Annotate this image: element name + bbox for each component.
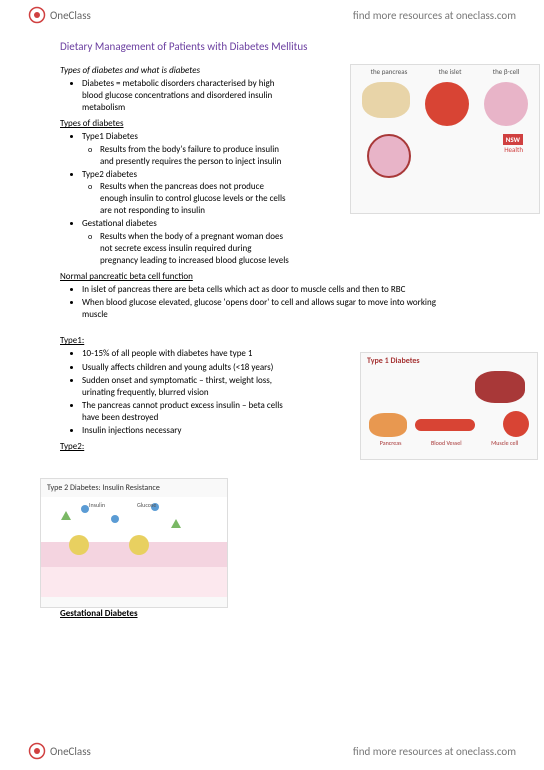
list-item: Gestational diabetes Results when the bo… (82, 218, 290, 267)
list-item: Insulin injections necessary (82, 425, 300, 437)
gest-label: Gestational diabetes (82, 218, 157, 229)
figure-label: Glucose (137, 501, 156, 509)
list-item: When blood glucose elevated, glucose 'op… (82, 297, 460, 321)
type1-list: 10-15% of all people with diabetes have … (60, 348, 300, 437)
figure-label: the β-cell (493, 67, 520, 76)
bcell-icon (484, 82, 528, 126)
figure-type1-diabetes: Type 1 Diabetes Pancreas Blood Vessel Mu… (360, 352, 538, 460)
sublist: Results when the pancreas does not produ… (82, 181, 290, 217)
list-item: Diabetes = metabolic disorders character… (82, 78, 290, 114)
figure-type2-resistance: Type 2 Diabetes: Insulin Resistance Insu… (40, 478, 228, 608)
type2-label: Type2 diabetes (82, 169, 137, 180)
list-item: Sudden onset and symptomatic – thirst, w… (82, 375, 300, 399)
heading-type1: Type1: (60, 335, 494, 346)
page-footer: OneClass find more resources at oneclass… (0, 736, 544, 766)
list-item: Results from the body's failure to produ… (100, 144, 290, 168)
figure-label: Blood Vessel (431, 439, 462, 447)
list-item: In islet of pancreas there are beta cell… (82, 284, 460, 296)
brand-logo: OneClass (28, 6, 91, 24)
heading-gestational: Gestational Diabetes (60, 608, 494, 619)
receptor-icon (129, 535, 149, 555)
nsw-badge: NSW (503, 134, 523, 145)
figure-label: the pancreas (371, 67, 408, 76)
list-item: Results when the pancreas does not produ… (100, 181, 290, 217)
page-header: OneClass find more resources at oneclass… (0, 0, 544, 30)
sublist: Results when the body of a pregnant woma… (82, 231, 290, 267)
health-label: Health (504, 145, 523, 154)
brand-logo: OneClass (28, 742, 91, 760)
logo-icon (28, 742, 46, 760)
list-item: Results when the body of a pregnant woma… (100, 231, 290, 267)
sublist: Results from the body's failure to produ… (82, 144, 290, 168)
normal-list: In islet of pancreas there are beta cell… (60, 284, 460, 321)
islet-icon (425, 82, 469, 126)
insulin-icon (171, 519, 181, 528)
blood-vessel-icon (415, 419, 475, 431)
figure-label: Muscle cell (491, 439, 518, 447)
brand-name: OneClass (50, 9, 91, 22)
types-list: Type1 Diabetes Results from the body's f… (60, 131, 290, 267)
glucose-icon (111, 515, 119, 523)
header-link[interactable]: find more resources at oneclass.com (353, 9, 516, 22)
pancreas-icon (369, 413, 407, 437)
liver-icon (475, 371, 525, 403)
figure-pancreas-islet: the pancreas the islet the β-cell NSW He… (350, 64, 540, 214)
figure-label: Pancreas (380, 439, 402, 447)
list-item: Usually affects children and young adult… (82, 362, 300, 374)
logo-icon (28, 6, 46, 24)
list-item: Type2 diabetes Results when the pancreas… (82, 169, 290, 218)
cell-icon (367, 134, 411, 178)
page-title: Dietary Management of Patients with Diab… (60, 40, 494, 53)
type1-label: Type1 Diabetes (82, 131, 138, 142)
list-item: 10-15% of all people with diabetes have … (82, 348, 300, 360)
intro-list: Diabetes = metabolic disorders character… (60, 78, 290, 114)
brand-name: OneClass (50, 745, 91, 758)
list-item: Type1 Diabetes Results from the body's f… (82, 131, 290, 167)
document-body: Dietary Management of Patients with Diab… (0, 30, 544, 619)
muscle-icon (503, 411, 529, 437)
receptor-icon (69, 535, 89, 555)
pancreas-icon (362, 82, 410, 118)
figure-title: Type 1 Diabetes (361, 353, 537, 369)
figure-label: the islet (439, 67, 462, 76)
figure-label: Insulin (89, 501, 105, 509)
insulin-icon (61, 511, 71, 520)
list-item: The pancreas cannot product excess insul… (82, 400, 300, 424)
figure-title: Type 2 Diabetes: Insulin Resistance (41, 479, 227, 497)
heading-normal: Normal pancreatic beta cell function (60, 271, 494, 282)
footer-link[interactable]: find more resources at oneclass.com (353, 745, 516, 758)
glucose-icon (81, 505, 89, 513)
